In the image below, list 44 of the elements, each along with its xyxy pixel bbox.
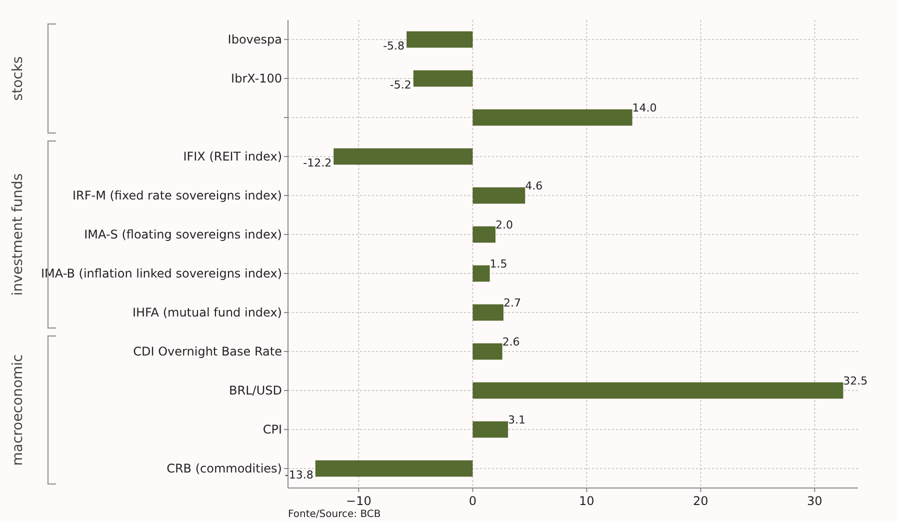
bar — [472, 382, 844, 399]
x-tick-label: −10 — [346, 494, 372, 508]
bar — [406, 31, 473, 48]
bar — [334, 148, 473, 165]
x-tick-label: 10 — [579, 494, 594, 508]
data-label: 4.6 — [525, 179, 543, 192]
data-label: 1.5 — [490, 257, 508, 270]
y-tick-label: IMA-B (inflation linked sovereigns index) — [41, 266, 282, 280]
data-label: -12.2 — [303, 156, 332, 170]
text: macroeconomic — [10, 354, 26, 466]
source-note: Fonte/Source: BCB — [288, 509, 381, 520]
y-tick-label: Ibovespa — [228, 32, 282, 46]
bar — [472, 265, 490, 282]
data-label: -5.2 — [390, 78, 412, 92]
x-tick-label: 30 — [807, 494, 822, 508]
text: stocks — [10, 56, 26, 101]
y-tick-label: IHFA (mutual fund index) — [132, 306, 282, 320]
y-tick-label: BRL/USD — [229, 384, 282, 398]
data-label: -5.8 — [383, 40, 405, 53]
bar — [472, 187, 526, 204]
bar — [472, 226, 496, 243]
bar — [472, 421, 508, 438]
y-tick-label: IbrX-100 — [231, 72, 282, 86]
bar — [472, 304, 504, 321]
y-tick-label: IMA-S (floating sovereigns index) — [84, 228, 282, 242]
data-label: 2.6 — [502, 335, 520, 348]
x-tick-label: 0 — [468, 494, 476, 508]
data-label: 2.0 — [495, 218, 513, 232]
x-tick-label: 20 — [693, 494, 708, 508]
data-label: 14.0 — [632, 101, 657, 114]
bar — [315, 460, 473, 477]
y-tick-label: CPI — [262, 422, 282, 436]
y-tick-label: CRB (commodities) — [166, 462, 282, 476]
bar — [413, 70, 473, 87]
y-tick-label: CDI Overnight Base Rate — [133, 344, 282, 358]
y-tick-label: IFIX (REIT index) — [183, 150, 282, 164]
y-tick-label: IRF-M (fixed rate sovereigns index) — [72, 188, 282, 202]
data-label: -13.8 — [284, 468, 314, 482]
data-label: 3.1 — [508, 413, 526, 426]
text: investment funds — [10, 173, 26, 296]
bar — [472, 109, 632, 126]
data-label: 32.5 — [843, 374, 868, 388]
bar — [472, 343, 502, 360]
data-label: 2.7 — [503, 296, 521, 310]
